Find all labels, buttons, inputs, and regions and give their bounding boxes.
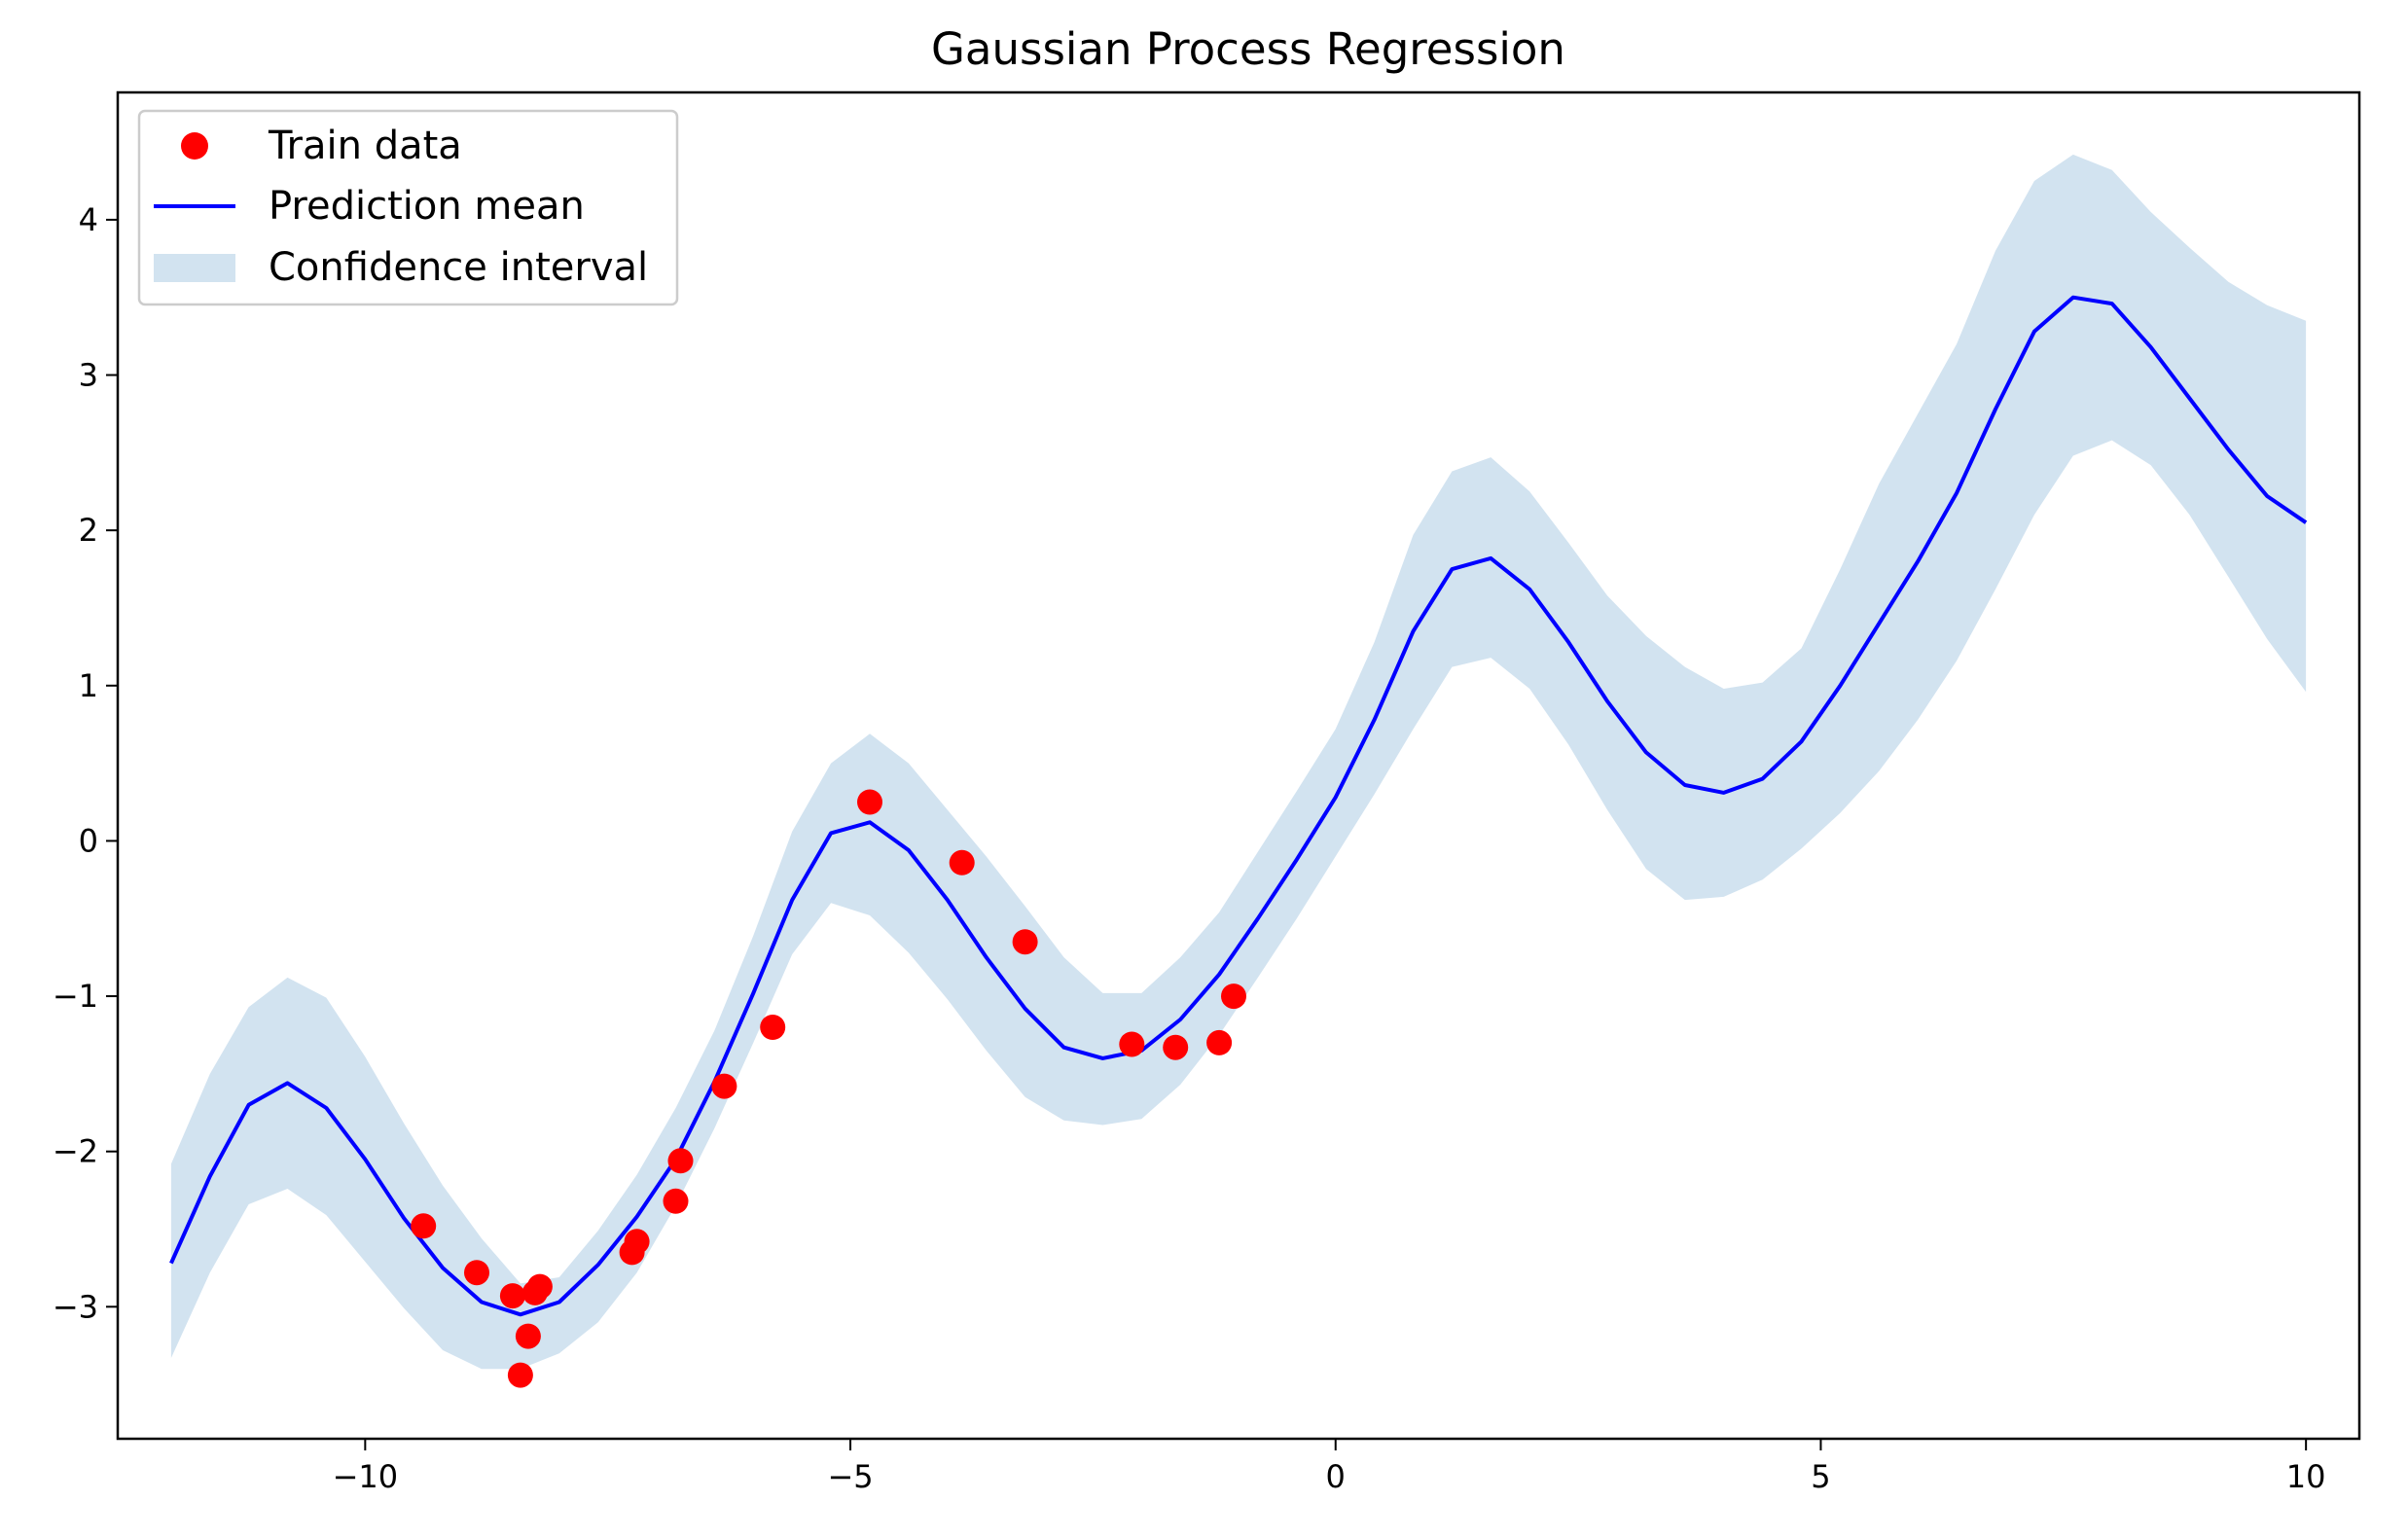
train-data-point bbox=[624, 1229, 650, 1255]
prediction-mean-layer bbox=[169, 295, 2308, 1317]
train-data-point bbox=[507, 1362, 533, 1388]
train-data-point bbox=[857, 789, 882, 815]
train-data-point bbox=[499, 1283, 525, 1309]
y-tick-label: 1 bbox=[79, 667, 98, 704]
train-data-point bbox=[1163, 1034, 1189, 1060]
train-data-point bbox=[1206, 1029, 1233, 1055]
train-data-point bbox=[515, 1323, 541, 1349]
y-tick-label: 3 bbox=[79, 357, 98, 394]
train-data-point bbox=[949, 849, 975, 876]
train-data-point bbox=[760, 1015, 786, 1040]
legend-box bbox=[137, 109, 679, 306]
train-data-point bbox=[464, 1260, 489, 1286]
prediction-mean-line bbox=[169, 295, 2308, 1317]
legend-label-band: Confidence interval bbox=[269, 245, 648, 290]
x-tick-label: 5 bbox=[1811, 1458, 1830, 1495]
y-tick-label: −1 bbox=[53, 978, 98, 1015]
train-data-point bbox=[1119, 1031, 1145, 1057]
y-tick-label: −2 bbox=[53, 1133, 98, 1170]
confidence-band-layer bbox=[170, 154, 2307, 1370]
train-data-point bbox=[711, 1073, 737, 1099]
legend-train-marker bbox=[181, 132, 208, 160]
y-tick-label: −3 bbox=[53, 1288, 98, 1325]
y-tick-label: 2 bbox=[79, 512, 98, 549]
y-tick-label: 0 bbox=[79, 822, 98, 859]
legend-band-marker bbox=[154, 254, 235, 282]
chart-title: Gaussian Process Regression bbox=[931, 23, 1565, 75]
x-tick-label: −5 bbox=[827, 1458, 873, 1495]
y-tick-label: 4 bbox=[79, 201, 98, 238]
x-axis: −10 −5 0 5 10 bbox=[333, 1439, 2326, 1495]
train-data-point bbox=[411, 1213, 437, 1239]
y-axis: −3 −2 −1 0 1 2 3 4 bbox=[53, 201, 118, 1325]
confidence-band bbox=[170, 154, 2307, 1370]
train-data-point bbox=[1012, 929, 1038, 955]
train-points-layer bbox=[411, 789, 1246, 1388]
train-data-point bbox=[663, 1188, 689, 1214]
train-data-point bbox=[1221, 983, 1246, 1010]
x-tick-label: 10 bbox=[2286, 1458, 2326, 1495]
train-data-point bbox=[667, 1148, 694, 1174]
x-tick-label: −10 bbox=[333, 1458, 399, 1495]
legend-label-mean: Prediction mean bbox=[269, 184, 585, 229]
x-tick-label: 0 bbox=[1326, 1458, 1346, 1495]
legend-label-train: Train data bbox=[268, 124, 462, 168]
plot-frame bbox=[116, 90, 2361, 1441]
legend: Train data Prediction mean Confidence in… bbox=[137, 109, 679, 306]
train-data-point bbox=[526, 1273, 553, 1300]
